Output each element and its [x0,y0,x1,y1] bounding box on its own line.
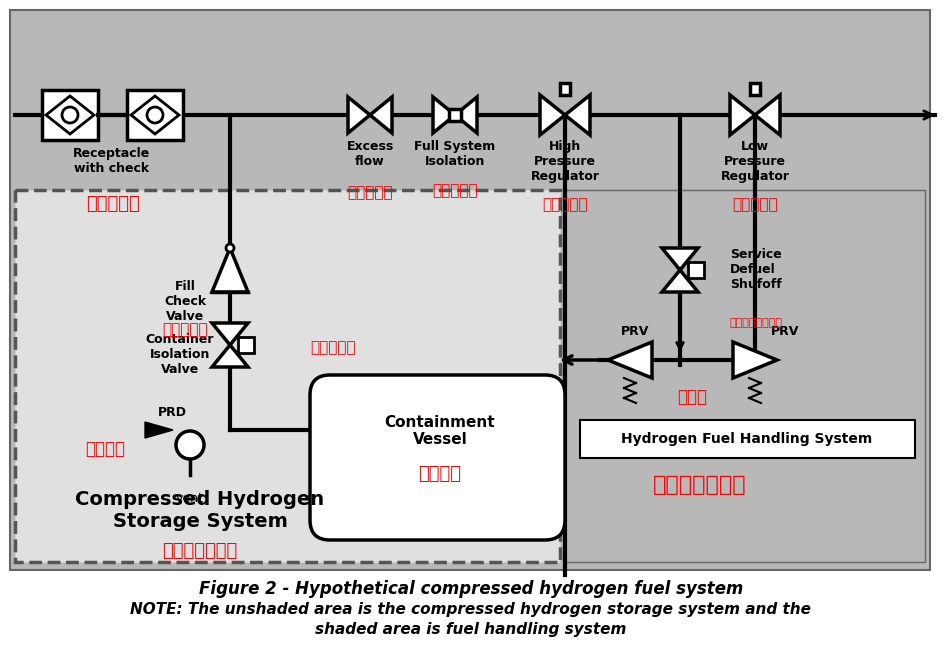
Text: PRV: PRV [770,325,799,338]
Text: Receptacle
with check: Receptacle with check [74,147,151,175]
Bar [560,83,570,95]
Text: Service
Defuel
Shufoff: Service Defuel Shufoff [730,248,782,291]
Circle shape [226,244,234,252]
FancyBboxPatch shape [10,10,930,570]
Text: 加注检查阀: 加注检查阀 [162,322,207,337]
Text: Figure 2 - Hypothetical compressed hydrogen fuel system: Figure 2 - Hypothetical compressed hydro… [199,580,743,598]
Polygon shape [145,422,173,438]
FancyBboxPatch shape [15,190,560,562]
Text: 低压调节器: 低压调节器 [732,197,778,212]
Text: 系统截止阀: 系统截止阀 [432,183,478,198]
Text: Compressed Hydrogen
Storage System: Compressed Hydrogen Storage System [75,490,324,531]
Bar [750,83,760,95]
FancyBboxPatch shape [310,375,565,540]
Text: 氢气操作子系统: 氢气操作子系统 [653,475,747,495]
Bar [127,90,183,140]
Text: Fill
Check
Valve: Fill Check Valve [164,280,207,323]
Polygon shape [565,95,590,135]
Text: Containment
Vessel: Containment Vessel [385,415,495,448]
Text: 容器截止阀: 容器截止阀 [310,340,356,355]
Text: 系统截止阀: 系统截止阀 [347,185,393,200]
Text: Excess
flow: Excess flow [346,140,393,168]
Bar [449,109,461,121]
Text: Full System
Isolation: Full System Isolation [414,140,496,168]
Text: shaded area is fuel handling system: shaded area is fuel handling system [315,622,627,637]
Text: High
Pressure
Regulator: High Pressure Regulator [531,140,600,183]
Polygon shape [212,248,248,292]
FancyBboxPatch shape [580,420,915,458]
Circle shape [62,107,78,123]
Text: vent: vent [176,492,204,505]
Bar [42,90,98,140]
Text: 泄压装置: 泄压装置 [85,440,125,458]
Text: 储氢容器: 储氢容器 [419,465,461,483]
Polygon shape [662,248,698,270]
Text: 压缩氢瓶子系统: 压缩氢瓶子系统 [162,542,238,560]
Polygon shape [755,95,780,135]
Text: 高压调节器: 高压调节器 [542,197,587,212]
Polygon shape [212,345,248,367]
Text: PRD: PRD [157,405,187,419]
Text: PRV: PRV [620,325,649,338]
Polygon shape [540,95,565,135]
Polygon shape [730,95,755,135]
Text: NOTE: The unshaded area is the compressed hydrogen storage system and the: NOTE: The unshaded area is the compresse… [130,602,812,617]
Text: Low
Pressure
Regulator: Low Pressure Regulator [720,140,789,183]
Circle shape [176,431,204,459]
Text: Hydrogen Fuel Handling System: Hydrogen Fuel Handling System [621,432,872,446]
Polygon shape [608,342,652,378]
Text: 维修用泄压截止阀: 维修用泄压截止阀 [730,318,783,328]
Circle shape [147,107,163,123]
Text: 加注止回阀: 加注止回阀 [86,195,140,213]
Polygon shape [433,97,455,133]
FancyBboxPatch shape [565,190,925,562]
Text: Container
Isolation
Valve: Container Isolation Valve [146,333,214,376]
Bar [688,262,704,278]
Polygon shape [455,97,477,133]
Text: 泄压阀: 泄压阀 [677,388,707,406]
Polygon shape [348,97,370,133]
Polygon shape [370,97,392,133]
Bar [238,337,254,353]
Polygon shape [662,270,698,292]
Polygon shape [212,323,248,345]
Polygon shape [733,342,777,378]
